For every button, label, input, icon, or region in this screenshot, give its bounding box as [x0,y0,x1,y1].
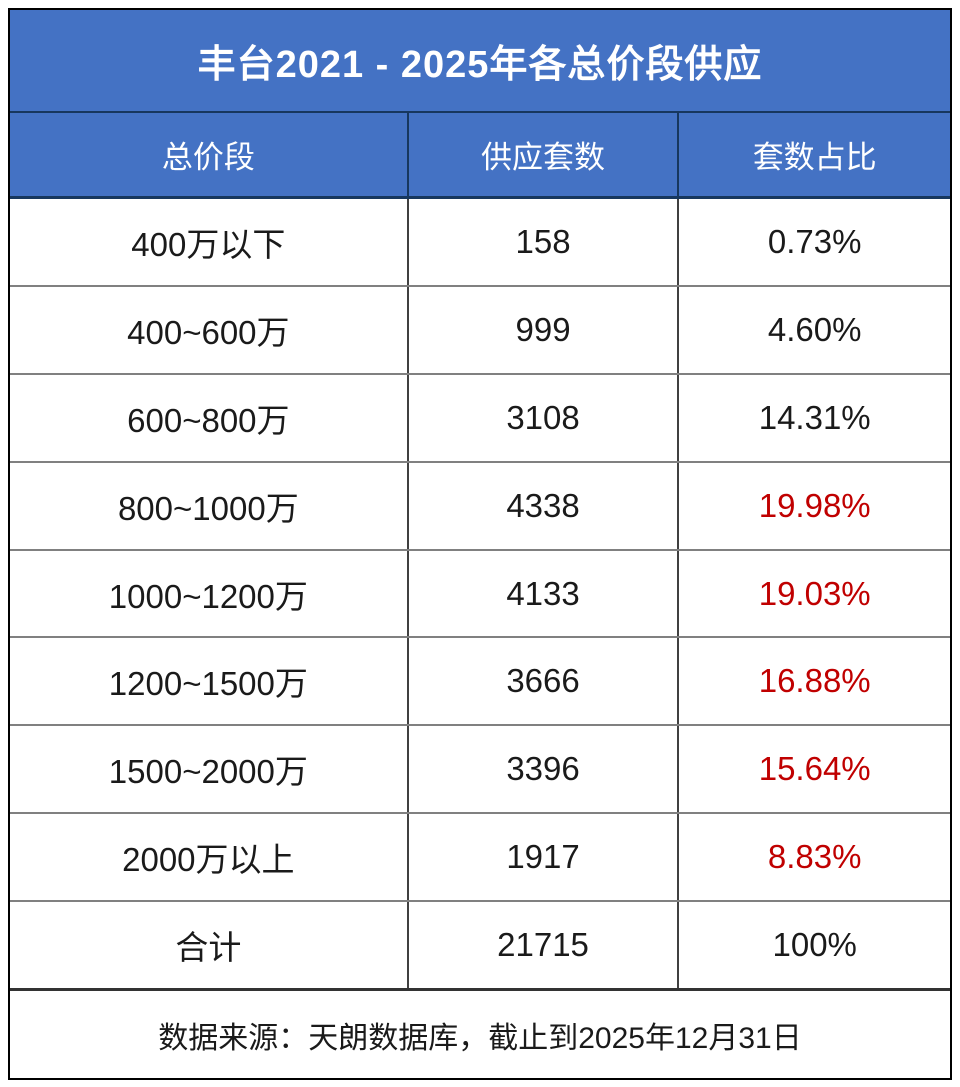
price-range-cell: 1000~1200万 [108,577,308,615]
share-cell: 16.88% [677,638,950,725]
units-cell: 999 [406,286,678,373]
share-cell: 8.83% [677,814,950,901]
table-title: 丰台2021 - 2025年各总价段供应 [197,44,763,86]
table-title-bar: 丰台2021 - 2025年各总价段供应 [10,10,950,113]
price-range-cell: 400万以下 [131,225,286,263]
table-total-row: 合计 21715 100% [10,900,950,989]
price-range-cell: 1500~2000万 [108,753,308,791]
table-row: 1200~1500万 3666 16.88% [10,636,950,725]
total-units-cell: 21715 [406,902,678,989]
units-cell: 3666 [406,638,678,725]
share-cell: 19.98% [677,462,950,549]
table-row: 1500~2000万 3396 15.64% [10,724,950,813]
supply-table: 丰台2021 - 2025年各总价段供应 总价段 供应套数 套数占比 400万以… [8,8,952,1080]
share-cell: 19.03% [677,550,950,637]
price-range-cell: 400~600万 [127,313,290,351]
units-cell: 1917 [406,814,678,901]
share-cell: 4.60% [677,286,950,373]
units-cell: 3396 [406,726,678,813]
column-header-unit-share: 套数占比 [677,113,950,196]
share-cell: 14.31% [677,374,950,461]
column-header-row: 总价段 供应套数 套数占比 [10,113,950,199]
units-cell: 3108 [406,374,678,461]
table-row: 400万以下 158 0.73% [10,199,950,285]
table-row: 600~800万 3108 14.31% [10,372,950,461]
units-cell: 4338 [406,462,678,549]
total-label-cell: 合计 [175,929,242,967]
share-cell: 0.73% [677,199,950,285]
column-header-supply-units: 供应套数 [406,113,678,196]
price-range-cell: 800~1000万 [117,489,299,527]
price-range-cell: 2000万以上 [122,841,295,879]
column-header-price-range: 总价段 [161,140,255,175]
share-cell: 15.64% [677,726,950,813]
total-share-cell: 100% [677,902,950,989]
price-range-cell: 600~800万 [127,401,290,439]
table-row: 800~1000万 4338 19.98% [10,460,950,549]
table-row: 2000万以上 1917 8.83% [10,812,950,901]
table-body: 400万以下 158 0.73% 400~600万 999 4.60% 600~… [10,199,950,989]
units-cell: 4133 [406,550,678,637]
price-range-cell: 1200~1500万 [108,665,308,703]
table-row: 400~600万 999 4.60% [10,284,950,373]
source-note: 数据来源：天朗数据库，截止到2025年12月31日 [158,1021,802,1055]
units-cell: 158 [406,199,678,285]
source-footer: 数据来源：天朗数据库，截止到2025年12月31日 [10,988,950,1078]
table-row: 1000~1200万 4133 19.03% [10,548,950,637]
